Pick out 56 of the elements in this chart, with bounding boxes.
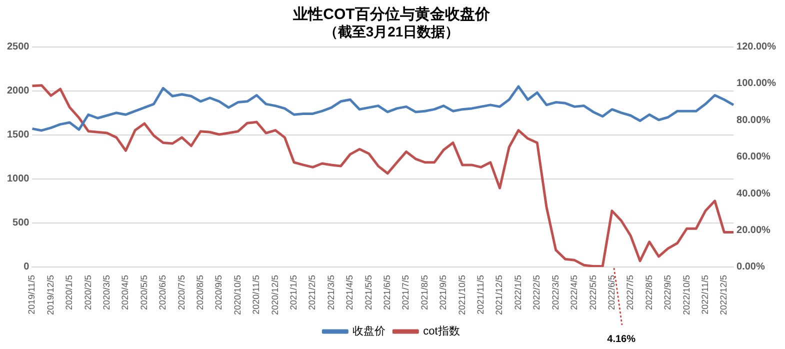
x-tick-label: 2021/1/5 — [288, 274, 299, 310]
y2-tick-label: 40.00% — [736, 188, 771, 200]
x-tick-label: 2020/12/5 — [270, 274, 280, 316]
x-tick-label: 2020/3/5 — [102, 274, 112, 310]
y-tick-label: 0 — [24, 262, 30, 273]
x-tick-label: 2021/8/5 — [419, 274, 430, 310]
y-tick-label: 1500 — [6, 130, 30, 141]
x-tick-label: 2022/8/5 — [644, 274, 654, 310]
x-tick-label: 2022/3/5 — [550, 274, 560, 310]
x-tick-label: 2022/9/5 — [662, 274, 673, 310]
y2-tick-label: 100.00% — [736, 78, 776, 90]
chart-subtitle: （截至3月21日数据） — [324, 23, 460, 40]
x-tick-label: 2020/11/5 — [251, 274, 262, 314]
y-tick-label: 2500 — [6, 42, 30, 53]
y-tick-label: 1000 — [6, 174, 30, 185]
x-tick-label: 2022/12/5 — [718, 274, 729, 316]
x-tick-label: 2020/4/5 — [120, 274, 130, 310]
y2-tick-label: 0.00% — [736, 262, 765, 273]
x-tick-label: 2022/6/5 — [606, 274, 616, 310]
x-tick-label: 2021/10/5 — [456, 274, 467, 316]
y2-tick-label: 60.00% — [736, 152, 771, 163]
x-tick-label: 2022/5/5 — [588, 274, 598, 310]
x-tick-label: 2020/5/5 — [138, 274, 149, 310]
y-tick-label: 500 — [12, 218, 30, 229]
legend-label: 收盘价 — [352, 326, 386, 338]
x-tick-label: 2020/8/5 — [195, 274, 206, 310]
y2-tick-label: 20.00% — [736, 225, 771, 236]
y2-tick-label: 80.00% — [736, 114, 771, 126]
x-tick-label: 2021/4/5 — [344, 274, 355, 310]
x-tick-label: 2022/7/5 — [625, 274, 636, 310]
x-tick-label: 2021/11/5 — [476, 274, 486, 314]
x-tick-label: 2020/10/5 — [232, 274, 242, 316]
y-tick-label: 2000 — [6, 86, 30, 97]
x-tick-label: 2020/9/5 — [214, 274, 224, 310]
x-tick-label: 2021/6/5 — [382, 274, 392, 310]
text: 4.16% — [607, 334, 636, 345]
x-tick-label: 2020/6/5 — [158, 274, 168, 310]
x-tick-label: 2022/4/5 — [569, 274, 580, 310]
x-tick-label: 2020/1/5 — [64, 274, 74, 310]
x-tick-label: 2020/7/5 — [176, 274, 186, 310]
chart-title: 业性COT百分位与黄金收盘价 — [292, 6, 491, 24]
x-tick-label: 2021/3/5 — [326, 274, 336, 310]
x-tick-label: 2021/2/5 — [307, 274, 318, 310]
x-tick-label: 2021/7/5 — [400, 274, 411, 310]
x-tick-label: 2021/5/5 — [363, 274, 374, 310]
x-tick-label: 2021/12/5 — [494, 274, 504, 316]
x-tick-label: 2020/2/5 — [82, 274, 93, 310]
x-tick-label: 2019/12/5 — [45, 274, 56, 316]
x-tick-label: 2022/2/5 — [532, 274, 542, 310]
y2-tick-label: 120.00% — [736, 42, 776, 53]
x-tick-label: 2019/11/5 — [26, 274, 37, 314]
x-tick-label: 2022/11/5 — [700, 274, 710, 314]
x-tick-label: 2021/9/5 — [438, 274, 448, 310]
legend-label: cot指数 — [423, 326, 460, 338]
x-tick-label: 2022/1/5 — [512, 274, 523, 310]
x-tick-label: 2022/10/5 — [681, 274, 692, 316]
